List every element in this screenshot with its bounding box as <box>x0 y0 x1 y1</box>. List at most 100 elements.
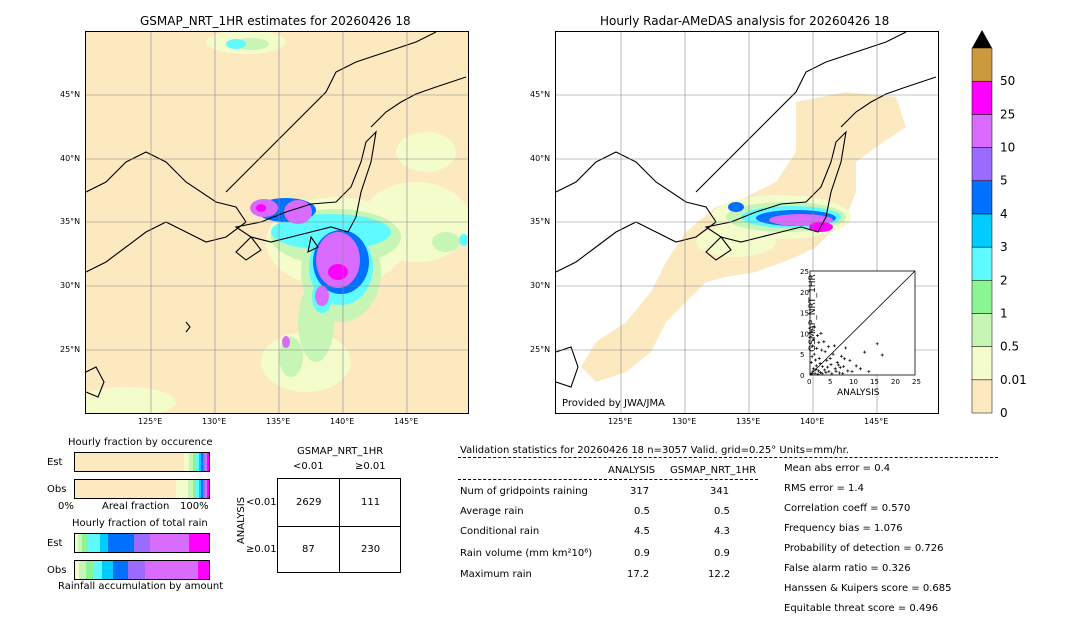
scatter-point <box>875 342 879 346</box>
scatter-point <box>822 340 826 344</box>
scatter-point <box>820 348 824 352</box>
occurrence-row-est: Est <box>47 457 63 468</box>
contingency-cell-uu: 230 <box>361 544 381 555</box>
scatter-xtick-label: 15 <box>870 378 879 386</box>
right-lon-140: 140°E <box>800 417 825 426</box>
left-lon-125: 125°E <box>138 417 163 426</box>
left-map-canvas <box>86 32 468 413</box>
val-gsmap-3: 0.9 <box>714 548 730 559</box>
left-map-gridlines <box>86 32 468 413</box>
right-lon-135: 135°E <box>736 417 761 426</box>
scatter-ytick-label: 20 <box>800 289 809 297</box>
amount-row-est: Est <box>47 538 63 549</box>
scatter-point <box>819 331 823 335</box>
colorbar-segment <box>971 147 993 181</box>
contingency-row-lt: <0.01 <box>246 497 277 508</box>
colorbar-label: 4 <box>1000 207 1008 221</box>
left-lat-45: 45°N <box>60 90 81 99</box>
radar-credit: Provided by JWA/JMA <box>562 398 665 409</box>
colorbar-label: 0.5 <box>1000 340 1019 354</box>
validation-header: Validation statistics for 20260426 18 n=… <box>460 445 849 456</box>
colorbar-label: 5 <box>1000 174 1008 188</box>
scatter-xlabel: ANALYSIS <box>837 388 880 398</box>
scatter-point <box>838 366 842 370</box>
right-lat-40: 40°N <box>530 154 551 163</box>
scatter-point <box>817 341 821 345</box>
scatter-point <box>841 371 845 375</box>
colorbar-extend-arrow <box>972 30 992 48</box>
amount-est-bar <box>74 533 210 553</box>
colorbar-segment <box>971 213 993 248</box>
val-analysis-0: 317 <box>630 486 650 497</box>
colorbar-segment <box>971 313 993 347</box>
amount-row-obs: Obs <box>47 565 67 576</box>
scatter-point <box>811 367 815 371</box>
left-lon-135: 135°E <box>266 417 291 426</box>
scatter-point <box>826 345 830 349</box>
val-analysis-2: 4.5 <box>634 526 650 537</box>
scatter-xtick-label: 5 <box>828 378 832 386</box>
colorbar-label: 0 <box>1000 406 1008 420</box>
score-pod: Probability of detection = 0.726 <box>784 543 944 554</box>
occurrence-title: Hourly fraction by occurence <box>68 437 213 448</box>
scatter-point <box>809 361 813 365</box>
scatter-ylabel: GSMAP_NRT_1HR <box>807 274 818 352</box>
score-freq-bias: Frequency bias = 1.076 <box>784 523 903 534</box>
scatter-point <box>816 369 820 373</box>
scatter-point <box>814 368 818 372</box>
scatter-point <box>816 333 820 337</box>
scatter-point <box>823 350 827 354</box>
left-lat-40: 40°N <box>60 154 81 163</box>
colorbar-label: 1 <box>1000 306 1008 320</box>
scatter-point <box>819 371 822 375</box>
val-label-2: Conditional rain <box>460 526 540 537</box>
scatter-point <box>863 350 867 354</box>
colorbar-label: 2 <box>1000 273 1008 287</box>
colorbar-segment <box>971 280 993 314</box>
right-lat-30: 30°N <box>530 281 551 290</box>
scatter-point <box>821 365 825 369</box>
validation-subdivider <box>458 479 758 480</box>
colorbar: 0 0.01 0.5 1 2 3 4 5 10 25 50 <box>970 30 1030 420</box>
scatter-point <box>816 372 820 376</box>
scatter-point <box>812 352 816 356</box>
right-lat-35: 35°N <box>530 217 551 226</box>
scatter-ytick-label: 5 <box>800 351 804 359</box>
scatter-point <box>837 371 841 375</box>
colorbar-segment <box>971 379 993 414</box>
scatter-point <box>848 358 852 362</box>
scatter-point <box>813 371 817 375</box>
scatter-point <box>814 364 818 368</box>
scatter-xtick-label: 10 <box>849 378 858 386</box>
validation-divider <box>458 457 998 458</box>
colorbar-label: 50 <box>1000 74 1015 88</box>
amount-obs-bar <box>74 560 210 580</box>
colorbar-label: 3 <box>1000 240 1008 254</box>
left-lat-25: 25°N <box>60 345 81 354</box>
val-gsmap-1: 0.5 <box>714 506 730 517</box>
scatter-point <box>813 325 817 329</box>
right-map: Provided by JWA/JMA <box>555 31 939 414</box>
scatter-point <box>811 369 815 373</box>
validation-scores: Mean abs error = 0.4 RMS error = 1.4 Cor… <box>784 463 951 623</box>
occurrence-axis-mid: Areal fraction <box>102 501 170 512</box>
val-label-4: Maximum rain <box>460 569 532 580</box>
right-map-title: Hourly Radar-AMeDAS analysis for 2026042… <box>600 14 890 28</box>
scatter-point <box>830 372 834 376</box>
contingency-col-lt: <0.01 <box>293 461 324 472</box>
colorbar-segment <box>971 180 993 215</box>
score-mae: Mean abs error = 0.4 <box>784 463 891 474</box>
occurrence-est-bar <box>74 452 210 472</box>
scatter-ytick-label: 0 <box>800 372 804 380</box>
colorbar-label: 0.01 <box>1000 373 1027 387</box>
colorbar-graphic: 0 0.01 0.5 1 2 3 4 5 10 25 50 <box>971 30 1027 420</box>
scatter-xtick-label: 20 <box>891 378 900 386</box>
occurrence-obs-bar <box>74 479 210 499</box>
scatter-point <box>829 363 833 367</box>
scatter-point <box>810 355 814 359</box>
scatter-ytick-label: 15 <box>800 310 809 318</box>
amount-footer: Rainfall accumulation by amount <box>58 581 224 592</box>
scatter-point <box>823 368 827 372</box>
scatter-points <box>809 325 884 376</box>
scatter-point <box>824 371 828 375</box>
